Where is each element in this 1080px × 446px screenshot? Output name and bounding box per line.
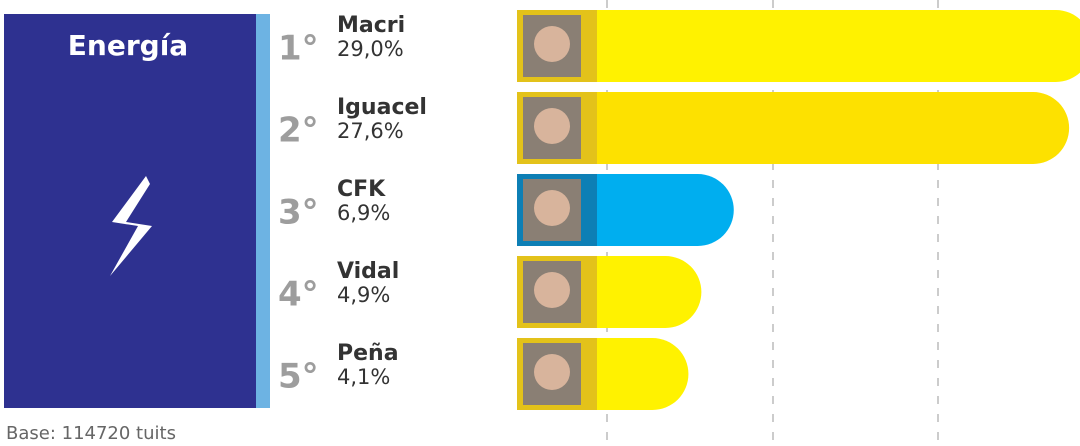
- value-label: 27,6%: [337, 119, 404, 143]
- name-label: Macri: [337, 13, 405, 38]
- photo-face: [534, 108, 570, 144]
- bar: [597, 338, 689, 410]
- photo-face: [534, 272, 570, 308]
- photo-face: [534, 26, 570, 62]
- rank: 1°: [278, 29, 319, 69]
- value-label: 6,9%: [337, 201, 390, 225]
- photo-face: [534, 354, 570, 390]
- rank: 5°: [278, 357, 319, 397]
- rank: 4°: [278, 275, 319, 315]
- panel-strip: [256, 14, 270, 408]
- bar: [597, 10, 1080, 82]
- rank: 2°: [278, 111, 319, 151]
- name-label: Peña: [337, 341, 399, 366]
- energy-icon: [110, 176, 152, 276]
- bar: [597, 256, 702, 328]
- name-label: Vidal: [337, 259, 399, 284]
- name-label: CFK: [337, 177, 386, 202]
- value-label: 4,1%: [337, 365, 390, 389]
- bar: [597, 174, 734, 246]
- chart-title: Energía: [68, 29, 188, 62]
- value-label: 29,0%: [337, 37, 404, 61]
- value-label: 4,9%: [337, 283, 390, 307]
- rank: 3°: [278, 193, 319, 233]
- photo-face: [534, 190, 570, 226]
- bar: [597, 92, 1070, 164]
- footnote: Base: 114720 tuits: [6, 423, 176, 444]
- name-label: Iguacel: [337, 95, 427, 120]
